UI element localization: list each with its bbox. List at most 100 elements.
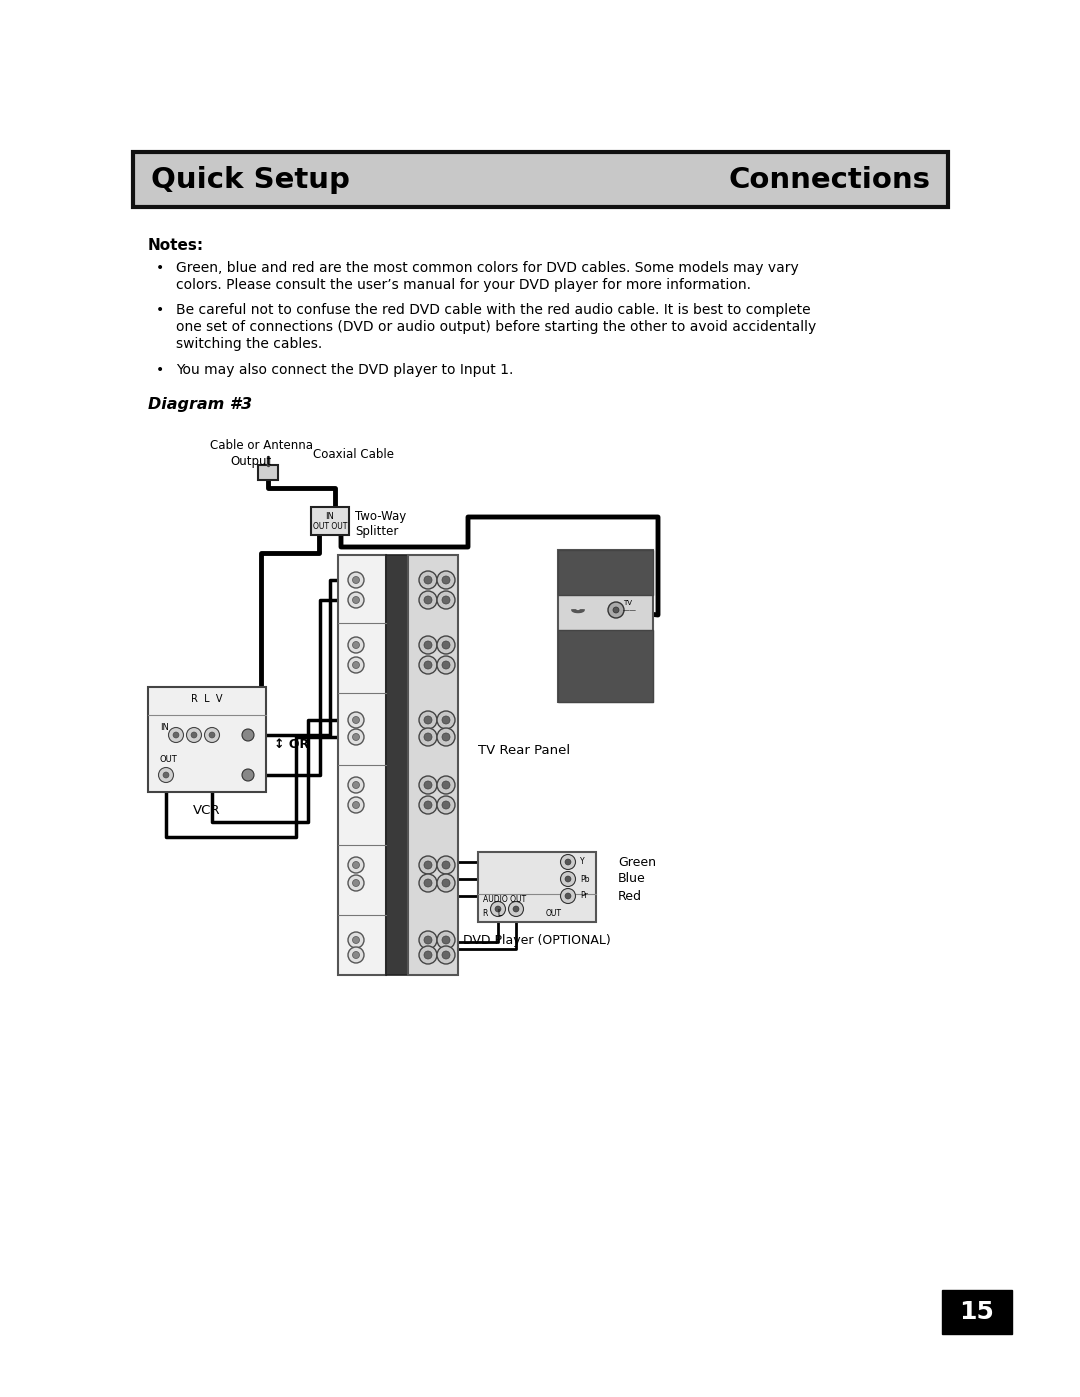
Circle shape — [348, 657, 364, 673]
Text: Blue: Blue — [618, 873, 646, 886]
Circle shape — [442, 781, 450, 789]
Text: TV
——: TV —— — [623, 599, 637, 613]
Circle shape — [561, 872, 576, 887]
Text: IN: IN — [160, 722, 168, 732]
Circle shape — [442, 597, 450, 604]
Circle shape — [352, 597, 360, 604]
Circle shape — [437, 636, 455, 654]
Circle shape — [442, 717, 450, 724]
Text: OUT: OUT — [160, 754, 178, 764]
Circle shape — [490, 901, 505, 916]
Text: •: • — [156, 303, 164, 317]
FancyBboxPatch shape — [133, 152, 948, 207]
Text: Coaxial Cable: Coaxial Cable — [313, 448, 394, 461]
Text: You may also connect the DVD player to Input 1.: You may also connect the DVD player to I… — [176, 363, 513, 377]
Circle shape — [424, 597, 432, 604]
FancyBboxPatch shape — [338, 555, 386, 975]
Text: Notes:: Notes: — [148, 237, 204, 253]
Circle shape — [442, 800, 450, 809]
Text: Green, blue and red are the most common colors for DVD cables. Some models may v: Green, blue and red are the most common … — [176, 261, 799, 275]
Text: Output: Output — [230, 455, 271, 468]
Circle shape — [348, 712, 364, 728]
Circle shape — [352, 951, 360, 958]
Text: Cable or Antenna: Cable or Antenna — [210, 439, 313, 453]
Circle shape — [442, 879, 450, 887]
Circle shape — [495, 907, 501, 912]
Circle shape — [242, 729, 254, 740]
Text: colors. Please consult the user’s manual for your DVD player for more informatio: colors. Please consult the user’s manual… — [176, 278, 751, 292]
Text: Y: Y — [580, 858, 584, 866]
Circle shape — [191, 732, 197, 738]
Circle shape — [352, 880, 360, 887]
Circle shape — [419, 946, 437, 964]
Circle shape — [352, 802, 360, 809]
Circle shape — [424, 951, 432, 958]
FancyBboxPatch shape — [558, 550, 653, 595]
Circle shape — [561, 855, 576, 869]
Circle shape — [419, 796, 437, 814]
Circle shape — [442, 661, 450, 669]
Circle shape — [437, 571, 455, 590]
Circle shape — [437, 775, 455, 793]
Circle shape — [437, 946, 455, 964]
FancyBboxPatch shape — [558, 630, 653, 703]
Circle shape — [348, 798, 364, 813]
Text: 15: 15 — [959, 1301, 995, 1324]
Circle shape — [442, 576, 450, 584]
Circle shape — [352, 936, 360, 943]
Circle shape — [442, 641, 450, 650]
Circle shape — [424, 717, 432, 724]
Text: Pr: Pr — [580, 891, 588, 901]
Circle shape — [348, 571, 364, 588]
Circle shape — [348, 777, 364, 793]
Text: IN: IN — [325, 511, 335, 521]
Circle shape — [437, 657, 455, 673]
Text: switching the cables.: switching the cables. — [176, 337, 322, 351]
Circle shape — [348, 592, 364, 608]
Text: ↕ OR: ↕ OR — [274, 738, 309, 752]
Circle shape — [437, 930, 455, 949]
Circle shape — [442, 951, 450, 958]
Circle shape — [424, 641, 432, 650]
Circle shape — [437, 591, 455, 609]
Circle shape — [424, 936, 432, 944]
Circle shape — [424, 661, 432, 669]
Text: •: • — [156, 261, 164, 275]
Circle shape — [352, 641, 360, 648]
Circle shape — [437, 856, 455, 875]
Circle shape — [419, 775, 437, 793]
Text: •: • — [156, 363, 164, 377]
Circle shape — [419, 856, 437, 875]
Circle shape — [352, 862, 360, 869]
FancyBboxPatch shape — [478, 852, 596, 922]
Circle shape — [187, 728, 202, 742]
Circle shape — [437, 728, 455, 746]
Circle shape — [613, 608, 619, 613]
Circle shape — [348, 875, 364, 891]
Circle shape — [419, 571, 437, 590]
Circle shape — [352, 733, 360, 740]
Text: Connections: Connections — [728, 165, 930, 194]
FancyBboxPatch shape — [311, 507, 349, 535]
Circle shape — [424, 879, 432, 887]
FancyBboxPatch shape — [386, 555, 408, 975]
Circle shape — [419, 728, 437, 746]
Circle shape — [513, 907, 519, 912]
Circle shape — [437, 711, 455, 729]
Circle shape — [163, 773, 168, 778]
Circle shape — [419, 657, 437, 673]
Circle shape — [352, 717, 360, 724]
Circle shape — [424, 861, 432, 869]
Circle shape — [424, 576, 432, 584]
Text: VCR: VCR — [193, 805, 220, 817]
Circle shape — [565, 876, 571, 882]
Circle shape — [424, 800, 432, 809]
FancyBboxPatch shape — [942, 1289, 1012, 1334]
Circle shape — [442, 733, 450, 740]
Text: AUDIO OUT: AUDIO OUT — [483, 895, 526, 904]
Text: R  L  V: R L V — [191, 694, 222, 704]
Circle shape — [348, 932, 364, 949]
Circle shape — [159, 767, 174, 782]
Circle shape — [242, 768, 254, 781]
Text: Be careful not to confuse the red DVD cable with the red audio cable. It is best: Be careful not to confuse the red DVD ca… — [176, 303, 811, 317]
